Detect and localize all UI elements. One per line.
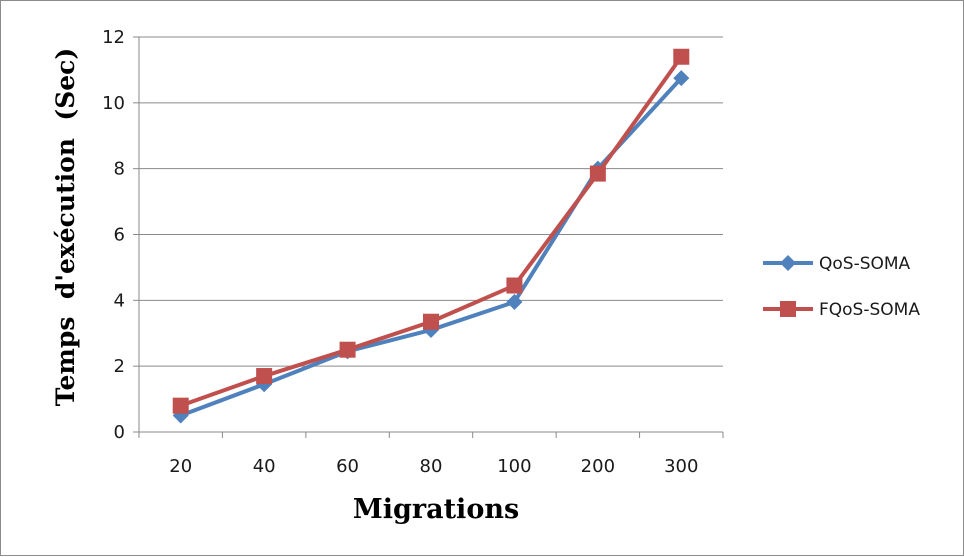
series-line-qos-soma: [180, 76, 683, 418]
data-point-qos-soma: [506, 293, 523, 310]
data-point-fqos-soma: [256, 368, 273, 385]
x-tick-label: 200: [581, 456, 615, 477]
legend-marker: [780, 301, 796, 317]
gridlines: [139, 36, 723, 367]
x-tick-label: 300: [664, 456, 698, 477]
y-tick-label: 10: [102, 93, 125, 114]
data-point-fqos-soma: [506, 277, 523, 294]
legend-label: QoS-SOMA: [819, 254, 911, 274]
legend: QoS-SOMA FQoS-SOMA: [763, 254, 920, 320]
data-point-fqos-soma: [589, 165, 606, 182]
series: [172, 48, 690, 424]
y-tick-labels: 0 2 4 6 8 10 12: [102, 27, 125, 443]
x-tick-labels: 20 40 60 80 100 200 300: [169, 456, 698, 477]
legend-label: FQoS-SOMA: [819, 300, 920, 320]
axes: [133, 36, 724, 438]
x-tick-label: 20: [169, 456, 192, 477]
data-point-fqos-soma: [172, 397, 189, 414]
series-line-fqos-soma: [180, 55, 683, 408]
y-tick-label: 8: [114, 159, 125, 180]
y-axis-title: Temps d'exécution (Sec): [51, 48, 80, 406]
legend-marker: [780, 255, 796, 271]
data-point-fqos-soma: [423, 313, 439, 330]
x-axis-title: Migrations: [353, 494, 519, 525]
data-point-fqos-soma: [673, 48, 690, 65]
y-tick-label: 0: [114, 422, 125, 443]
y-tick-label: 6: [114, 225, 125, 246]
data-point-qos-soma: [673, 70, 690, 87]
x-tick-label: 60: [336, 456, 359, 477]
data-point-fqos-soma: [339, 341, 356, 358]
x-tick-label: 80: [420, 456, 443, 477]
y-tick-label: 12: [102, 27, 125, 48]
y-tick-label: 2: [114, 356, 125, 377]
x-tick-label: 100: [497, 456, 531, 477]
y-tick-label: 4: [114, 290, 125, 311]
x-tick-label: 40: [253, 456, 276, 477]
